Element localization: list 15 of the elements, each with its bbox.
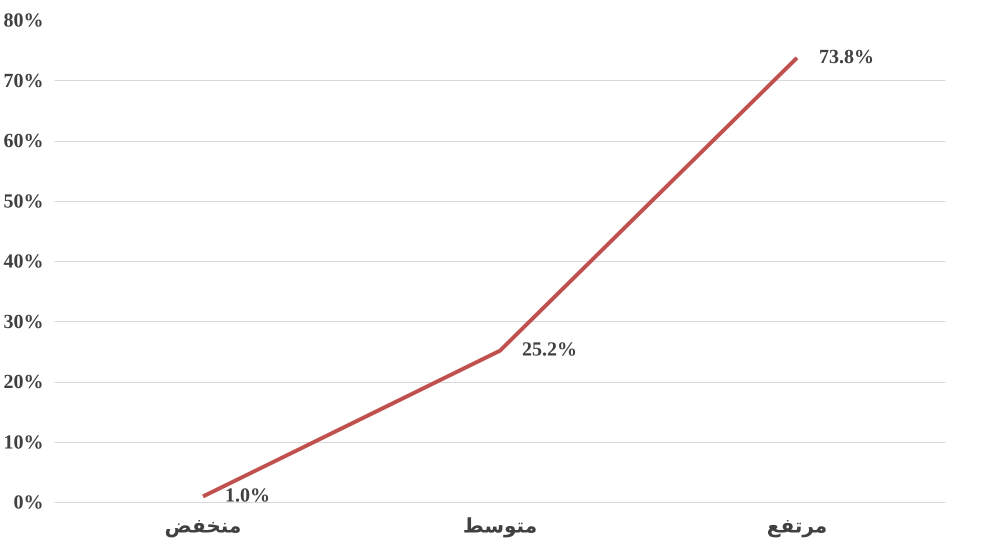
data-label: 1.0% xyxy=(225,484,270,506)
y-tick-label: 30% xyxy=(4,310,44,333)
x-tick-label: مرتفع xyxy=(766,514,828,538)
y-tick-label: 0% xyxy=(14,492,44,514)
y-tick-label: 40% xyxy=(4,250,44,272)
y-tick-label: 60% xyxy=(4,130,44,152)
data-label: 73.8% xyxy=(819,46,874,68)
data-label: 25.2% xyxy=(522,338,577,361)
y-tick-label: 10% xyxy=(4,431,44,454)
y-tick-label: 70% xyxy=(4,70,44,92)
x-tick-label: متوسط xyxy=(462,514,538,538)
y-tick-label: 80% xyxy=(4,10,44,32)
y-tick-label: 20% xyxy=(4,371,44,393)
x-tick-label: منخفض xyxy=(164,514,242,538)
y-tick-label: 50% xyxy=(4,190,44,212)
